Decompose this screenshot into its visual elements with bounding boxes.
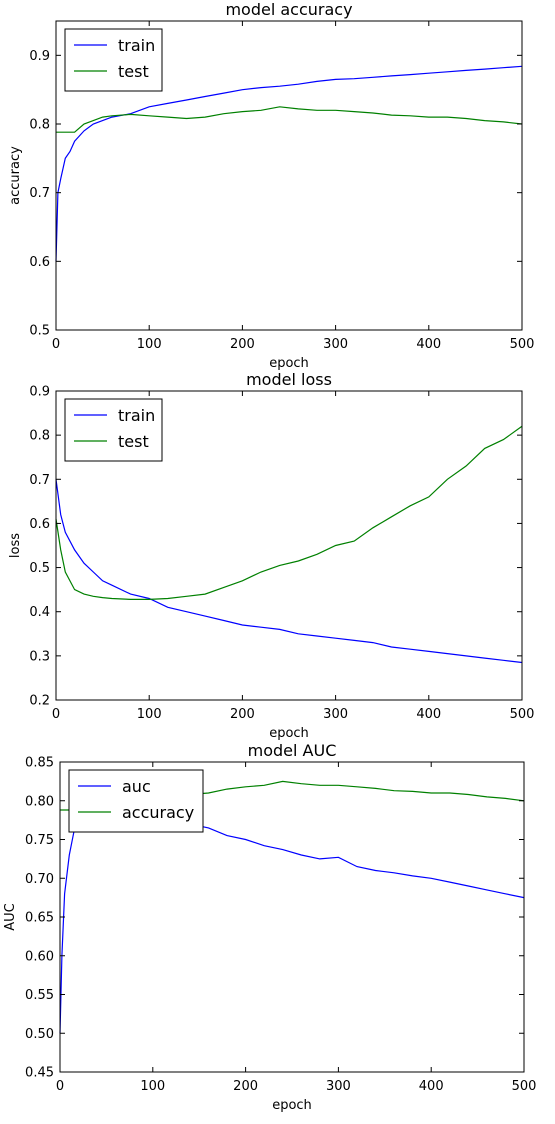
y-tick-label: 0.65 <box>25 911 54 926</box>
y-axis-label: loss <box>8 533 23 558</box>
x-tick-label: 300 <box>326 1079 351 1094</box>
x-tick-label: 200 <box>230 707 255 722</box>
x-tick-label: 500 <box>512 1079 537 1094</box>
y-tick-label: 0.50 <box>25 1027 54 1042</box>
x-tick-label: 0 <box>52 707 60 722</box>
series-line-train <box>56 66 522 261</box>
y-tick-label: 0.85 <box>25 756 54 771</box>
y-tick-label: 0.6 <box>29 517 50 532</box>
legend-label-test: test <box>118 62 149 81</box>
chart-title: model loss <box>246 370 332 389</box>
x-tick-label: 500 <box>510 337 535 352</box>
legend: auc accuracy <box>69 770 203 832</box>
x-axis-label: epoch <box>272 1098 312 1113</box>
x-tick-label: 400 <box>419 1079 444 1094</box>
x-axis-label: epoch <box>269 356 309 371</box>
y-tick-label: 0.8 <box>29 118 50 133</box>
y-tick-label: 0.5 <box>29 324 50 339</box>
x-tick-label: 400 <box>416 337 441 352</box>
chart-panel-2: 0 100 200 300 400 500 0.2 0.3 0.4 0.5 0.6 0.7 0.8 0.9… <box>8 370 534 741</box>
chart-panel-3: 0 100 200 300 400 500 0.45 0.50 0.55 0.60 0.65 0.70… <box>3 741 536 1113</box>
legend: train test <box>65 29 162 91</box>
x-tick-label: 400 <box>416 707 441 722</box>
legend-label-test: test <box>118 432 149 451</box>
series-line-auc <box>60 820 524 1033</box>
x-tick-label: 300 <box>323 707 348 722</box>
y-tick-label: 0.70 <box>25 872 54 887</box>
x-tick-label: 0 <box>52 337 60 352</box>
legend-label-train: train <box>118 406 155 425</box>
y-tick-label: 0.9 <box>29 49 50 64</box>
y-axis-label: AUC <box>3 903 18 931</box>
x-tick-label: 0 <box>56 1079 64 1094</box>
legend-label-auc: auc <box>122 777 151 796</box>
x-tick-label: 100 <box>137 707 162 722</box>
x-tick-label: 200 <box>230 337 255 352</box>
series-line-test <box>56 107 522 132</box>
y-axis-label: accuracy <box>8 146 23 205</box>
y-tick-label: 0.9 <box>29 385 50 400</box>
y-tick-label: 0.3 <box>29 649 50 664</box>
chart-panel-1: 0 100 200 300 400 500 0.5 0.6 0.7 0.8 0.9 model acc… <box>8 0 534 371</box>
x-tick-label: 200 <box>233 1079 258 1094</box>
x-tick-label: 500 <box>510 707 535 722</box>
chart-title: model AUC <box>248 741 337 760</box>
y-tick-label: 0.60 <box>25 949 54 964</box>
legend: train test <box>65 399 162 461</box>
y-tick-label: 0.75 <box>25 833 54 848</box>
y-tick-label: 0.7 <box>29 186 50 201</box>
y-tick-label: 0.8 <box>29 429 50 444</box>
x-tick-label: 100 <box>140 1079 165 1094</box>
y-tick-label: 0.7 <box>29 473 50 488</box>
y-tick-label: 0.5 <box>29 561 50 576</box>
x-axis-label: epoch <box>269 726 309 741</box>
y-tick-label: 0.45 <box>25 1066 54 1081</box>
y-tick-label: 0.6 <box>29 255 50 270</box>
x-tick-label: 100 <box>137 337 162 352</box>
y-tick-label: 0.80 <box>25 794 54 809</box>
chart-title: model accuracy <box>225 0 352 19</box>
series-line-train <box>56 479 522 662</box>
legend-label-accuracy: accuracy <box>122 803 194 822</box>
y-tick-label: 0.4 <box>29 605 50 620</box>
legend-label-train: train <box>118 36 155 55</box>
x-tick-label: 300 <box>323 337 348 352</box>
y-tick-label: 0.2 <box>29 694 50 709</box>
y-tick-label: 0.55 <box>25 988 54 1003</box>
